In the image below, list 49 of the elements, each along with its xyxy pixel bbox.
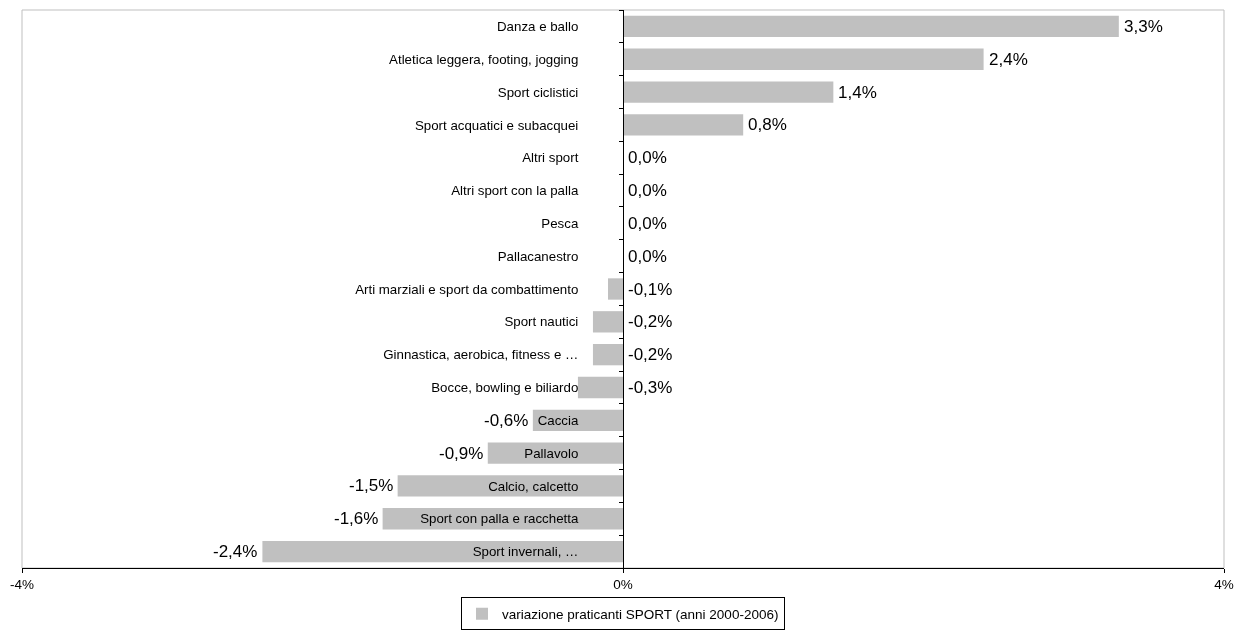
data-label: -0,2% [628,312,673,331]
y-tick-label: Sport ciclistici [497,84,579,100]
data-label: 0,0% [628,148,667,167]
data-label: 3,3% [1124,17,1163,36]
legend-label: variazione praticanti SPORT (anni 2000-2006) [502,607,779,623]
y-tick-label: Sport invernali, … [472,544,579,560]
y-tick-label: Pesca [541,216,579,232]
y-tick-label: Arti marziali e sport da combattimento [355,281,579,297]
x-tick-label: -4% [9,577,35,593]
x-tick-label: 4% [1214,577,1234,593]
y-tick-label: Sport con palla e racchetta [420,511,579,527]
data-label: -0,2% [628,345,673,364]
bar [592,343,623,366]
bar [623,114,744,136]
y-tick-label: Pallavolo [524,445,579,461]
data-label: 0,0% [628,214,667,233]
y-tick-label: Ginnastica, aerobica, fitness e … [383,347,579,363]
y-tick-label: Sport acquatici e subacquei [414,117,579,133]
y-tick-label: Bocce, bowling e biliardo [431,380,579,396]
data-label: -1,6% [334,509,379,528]
data-label: -0,9% [439,444,484,463]
data-label: 0,0% [628,247,667,266]
y-tick-label: Atletica leggera, footing, jogging [389,51,579,67]
data-label: -2,4% [213,542,258,561]
data-label: -1,5% [349,476,394,495]
bar [577,376,623,399]
data-label: -0,3% [628,378,673,397]
bar [607,278,623,300]
data-label: 0,0% [628,181,667,200]
y-tick-label: Sport nautici [504,314,579,330]
bar [623,15,1119,38]
bar [487,442,623,464]
bar [262,540,623,563]
data-label: -0,1% [628,280,673,299]
bar [623,48,984,70]
y-tick-label: Caccia [537,412,579,428]
bar [623,81,834,103]
data-label: 1,4% [838,83,877,102]
data-label: -0,6% [484,411,529,430]
y-tick-label: Danza e ballo [497,19,579,35]
bar [592,311,623,333]
y-tick-label: Altri sport [522,150,579,166]
x-tick-label: 0% [613,577,633,593]
y-tick-label: Calcio, calcetto [488,478,579,494]
bar [397,475,623,497]
y-tick-label: Altri sport con la palla [451,183,579,199]
data-label: 0,8% [748,115,787,134]
y-tick-label: Pallacanestro [497,248,579,264]
data-label: 2,4% [989,50,1028,69]
